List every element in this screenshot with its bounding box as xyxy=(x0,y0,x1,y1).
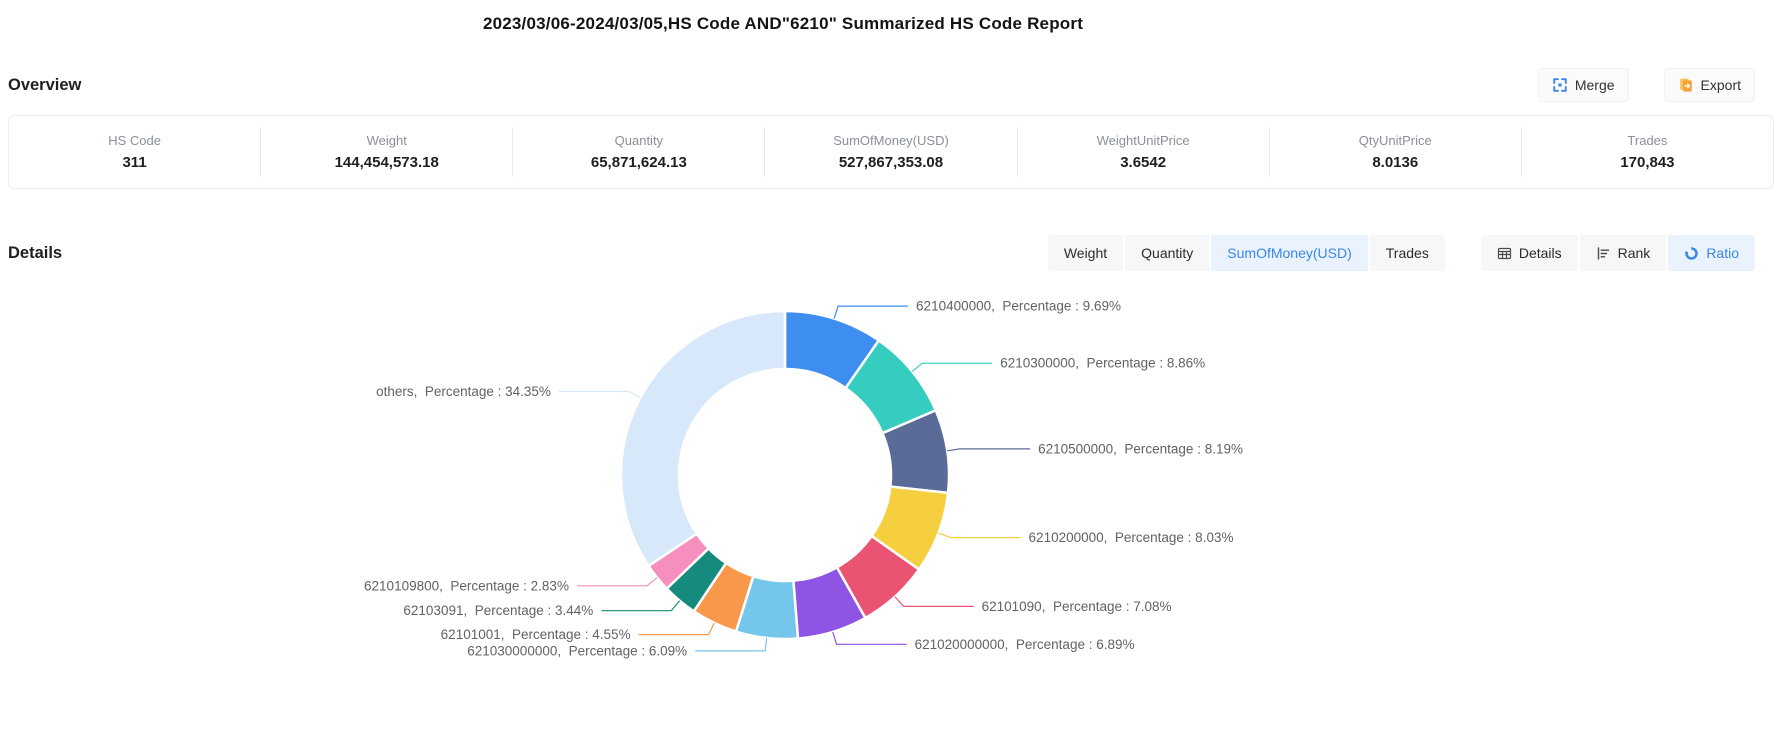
stat-quantity: Quantity 65,871,624.13 xyxy=(513,116,764,188)
slice-label-line xyxy=(638,622,715,636)
rank-icon xyxy=(1596,246,1611,261)
ratio-chart-area: 6210400000, Percentage : 9.69% 6210300000… xyxy=(0,260,1566,751)
tab-label: Details xyxy=(1518,245,1562,261)
stat-value: 8.0136 xyxy=(1372,154,1419,171)
details-controls: Weight Quantity SumOfMoney(USD) Trades Deta… xyxy=(1047,235,1755,271)
tab-label: Ratio xyxy=(1706,245,1739,261)
slice-label-line xyxy=(947,448,1031,452)
tab-label: SumOfMoney(USD) xyxy=(1227,245,1352,261)
stat-label: HS Code xyxy=(108,133,161,148)
slice-label-others: others, Percentage : 34.35% xyxy=(376,384,551,399)
merge-button-label: Merge xyxy=(1574,77,1615,93)
stat-weight: Weight 144,454,573.18 xyxy=(261,116,512,188)
tab-label: Trades xyxy=(1385,245,1429,261)
page-title: 2023/03/06-2024/03/05,HS Code AND"6210" … xyxy=(482,14,1084,33)
slice-label-line xyxy=(833,305,909,319)
merge-button[interactable]: Merge xyxy=(1537,68,1629,102)
slice-label-62101001: 62101001, Percentage : 4.55% xyxy=(441,627,631,642)
tab-label: Quantity xyxy=(1141,245,1194,261)
stat-divider xyxy=(512,127,514,177)
stat-value: 65,871,624.13 xyxy=(590,154,687,171)
tab-weight[interactable]: Weight xyxy=(1047,235,1124,271)
ratio-donut-chart: 6210400000, Percentage : 9.69% 6210300000… xyxy=(364,299,1243,659)
pie-slice-others[interactable] xyxy=(619,309,787,568)
slice-label-line xyxy=(832,631,907,645)
slice-label-62101090: 62101090, Percentage : 7.08% xyxy=(982,599,1172,614)
slice-label-6210109800: 6210109800, Percentage : 2.83% xyxy=(364,578,569,593)
stat-value: 311 xyxy=(122,154,147,171)
slice-label-621030000000: 621030000000, Percentage : 6.09% xyxy=(467,643,687,658)
slice-label-6210300000: 6210300000, Percentage : 8.86% xyxy=(1000,356,1205,371)
export-icon xyxy=(1678,77,1694,93)
tab-sumofmoney-usd[interactable]: SumOfMoney(USD) xyxy=(1211,235,1368,271)
table-icon xyxy=(1497,246,1512,261)
stat-value: 3.6542 xyxy=(1120,154,1167,171)
stat-trades: Trades 170,843 xyxy=(1522,116,1773,188)
overview-heading: Overview xyxy=(8,75,82,94)
details-heading: Details xyxy=(8,243,63,262)
stat-weightunitprice: WeightUnitPrice 3.6542 xyxy=(1018,116,1269,188)
stat-sumofmoney-usd: SumOfMoney(USD) 527,867,353.08 xyxy=(765,116,1016,188)
slice-label-line xyxy=(558,390,641,399)
stat-value: 170,843 xyxy=(1620,154,1675,171)
export-button[interactable]: Export xyxy=(1663,68,1755,102)
stat-divider xyxy=(764,127,766,177)
slice-label-62103091: 62103091, Percentage : 3.44% xyxy=(403,603,593,618)
tab-trades[interactable]: Trades xyxy=(1369,235,1445,271)
tab-quantity[interactable]: Quantity xyxy=(1125,235,1210,271)
tab-details[interactable]: Details xyxy=(1480,235,1578,271)
stat-divider xyxy=(1268,127,1270,177)
export-button-label: Export xyxy=(1700,77,1741,93)
metric-tabs: Weight Quantity SumOfMoney(USD) Trades xyxy=(1047,235,1445,271)
view-tabs: Details Rank Ratio xyxy=(1480,235,1755,271)
stat-value: 527,867,353.08 xyxy=(838,154,944,171)
slice-label-6210200000: 6210200000, Percentage : 8.03% xyxy=(1029,530,1234,545)
merge-icon xyxy=(1552,77,1568,93)
stat-label: QtyUnitPrice xyxy=(1358,133,1432,148)
tab-label: Rank xyxy=(1617,245,1651,261)
stat-label: Weight xyxy=(366,133,407,148)
slice-label-line xyxy=(911,362,993,372)
stat-label: Quantity xyxy=(614,133,664,148)
slice-label-6210400000: 6210400000, Percentage : 9.69% xyxy=(916,299,1121,314)
stat-value: 144,454,573.18 xyxy=(334,154,439,171)
details-header: Details Weight Quantity SumOfMoney(USD) Tra… xyxy=(8,233,1755,273)
stat-label: WeightUnitPrice xyxy=(1096,133,1190,148)
slice-label-line xyxy=(938,532,1021,539)
slice-label-6210500000: 6210500000, Percentage : 8.19% xyxy=(1038,441,1243,456)
slice-label-621020000000: 621020000000, Percentage : 6.89% xyxy=(915,637,1135,652)
overview-header: Overview Merge Export xyxy=(8,64,1774,106)
stat-hs-code: HS Code 311 xyxy=(9,116,260,188)
header-buttons: Merge Export xyxy=(1537,68,1755,102)
slice-label-line xyxy=(601,600,681,612)
overview-stats: HS Code 311 Weight 144,454,573.18 Quantity 65… xyxy=(8,115,1774,189)
stat-divider xyxy=(1016,127,1018,177)
stat-label: Trades xyxy=(1627,133,1668,148)
stat-qtyunitprice: QtyUnitPrice 8.0136 xyxy=(1270,116,1521,188)
slice-label-line xyxy=(894,596,974,607)
slice-label-line xyxy=(695,637,768,652)
ratio-icon xyxy=(1684,246,1699,261)
tab-rank[interactable]: Rank xyxy=(1579,235,1667,271)
stat-label: SumOfMoney(USD) xyxy=(833,133,949,148)
tab-ratio[interactable]: Ratio xyxy=(1668,235,1755,271)
tab-label: Weight xyxy=(1063,245,1108,261)
stat-divider xyxy=(260,127,262,177)
stat-divider xyxy=(1520,127,1522,177)
slice-label-line xyxy=(576,577,658,587)
